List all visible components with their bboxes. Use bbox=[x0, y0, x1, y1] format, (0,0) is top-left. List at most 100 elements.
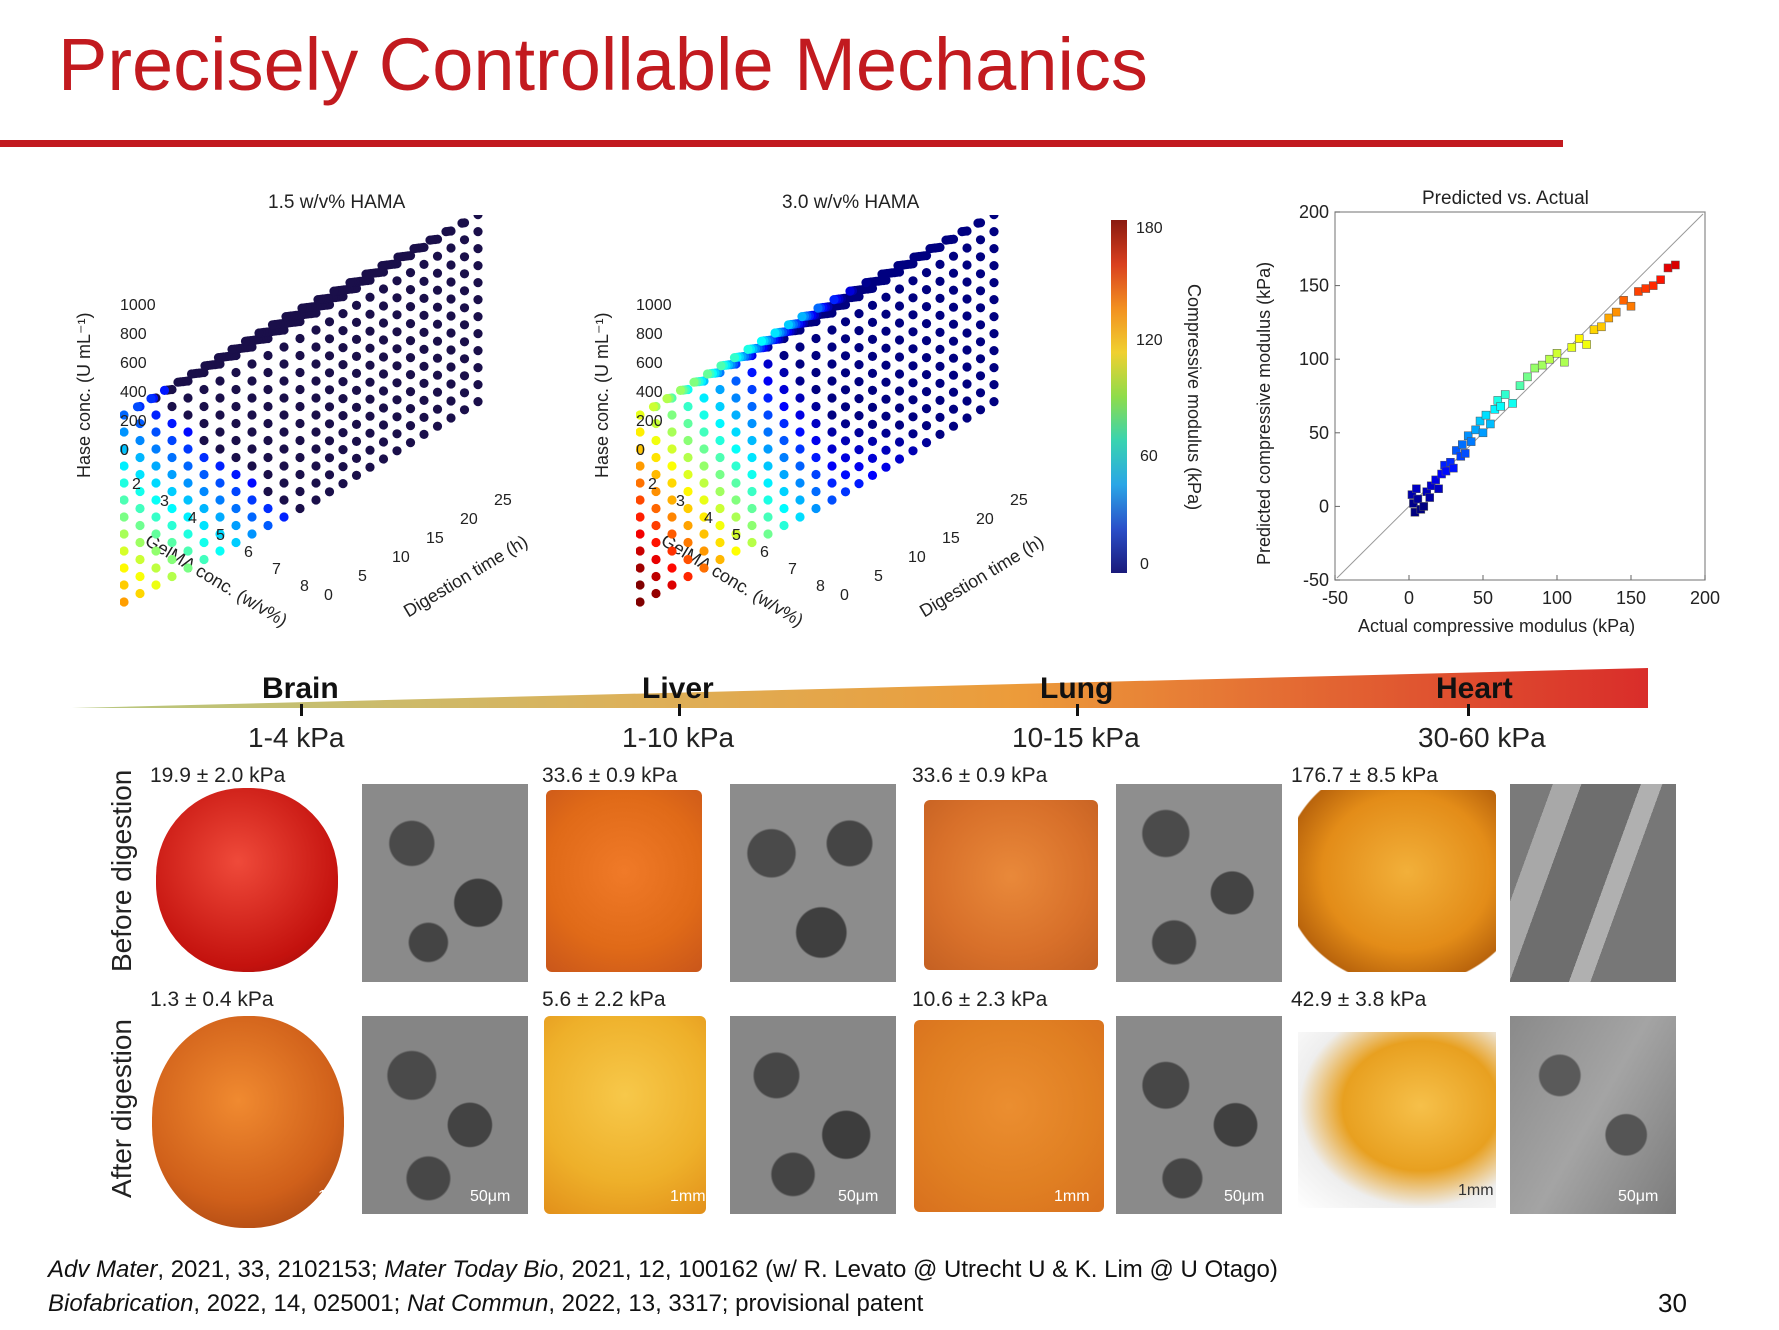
colorbar-tick: 0 bbox=[1140, 556, 1149, 573]
data-point bbox=[351, 419, 362, 429]
data-point bbox=[1523, 372, 1532, 382]
data-point bbox=[215, 410, 225, 420]
data-point bbox=[419, 259, 429, 269]
data-point bbox=[636, 529, 645, 539]
data-point bbox=[120, 461, 129, 471]
data-point bbox=[747, 367, 757, 378]
data-point bbox=[120, 427, 129, 437]
data-point bbox=[935, 412, 945, 422]
data-point bbox=[231, 452, 241, 463]
data-point bbox=[120, 444, 129, 454]
data-point bbox=[247, 444, 257, 454]
data-point bbox=[297, 303, 307, 313]
data-point bbox=[840, 487, 851, 497]
data-point bbox=[132, 402, 143, 412]
y-tick: 0 bbox=[840, 587, 849, 604]
data-point bbox=[279, 376, 289, 386]
data-point bbox=[392, 276, 402, 286]
data-point bbox=[797, 312, 807, 322]
data-point bbox=[311, 325, 321, 335]
data-point bbox=[167, 571, 177, 582]
scatter-y-label: Predicted compressive modulus (kPa) bbox=[1254, 261, 1274, 565]
measure-before-lung: 33.6 ± 0.9 kPa bbox=[912, 764, 1048, 787]
data-point bbox=[962, 362, 972, 372]
data-point bbox=[908, 361, 918, 371]
data-point bbox=[263, 469, 273, 480]
data-point bbox=[295, 350, 305, 361]
data-point bbox=[378, 437, 389, 447]
data-point bbox=[215, 461, 225, 471]
data-point bbox=[295, 418, 305, 429]
data-point bbox=[473, 397, 483, 407]
data-point bbox=[636, 495, 645, 505]
data-point bbox=[779, 486, 789, 497]
data-point bbox=[351, 300, 362, 310]
data-point bbox=[378, 284, 389, 294]
data-point bbox=[747, 537, 757, 548]
sem-before-liver bbox=[730, 784, 896, 982]
x-tick: 6 bbox=[760, 544, 769, 561]
data-point bbox=[935, 327, 945, 337]
data-point bbox=[267, 320, 278, 330]
data-point bbox=[989, 215, 999, 220]
data-point bbox=[651, 486, 661, 497]
data-point bbox=[636, 563, 645, 573]
data-point bbox=[338, 394, 348, 404]
data-point bbox=[662, 394, 672, 404]
sem-after-heart: 50μm bbox=[1510, 1016, 1676, 1214]
data-point bbox=[446, 396, 456, 406]
data-point bbox=[378, 318, 389, 328]
data-point bbox=[827, 461, 837, 471]
data-point bbox=[811, 350, 821, 361]
data-point bbox=[699, 393, 709, 403]
data-point bbox=[311, 342, 321, 352]
colorbar bbox=[1111, 220, 1127, 573]
data-point bbox=[1449, 463, 1458, 473]
data-point bbox=[795, 478, 805, 488]
data-point bbox=[881, 343, 891, 353]
data-point bbox=[881, 360, 891, 370]
data-point bbox=[811, 367, 821, 378]
data-point bbox=[894, 352, 905, 362]
data-point bbox=[120, 563, 129, 573]
data-point bbox=[378, 403, 389, 413]
data-point bbox=[446, 379, 456, 389]
data-point bbox=[651, 554, 661, 565]
measure-before-heart: 176.7 ± 8.5 kPa bbox=[1291, 764, 1438, 787]
colorbar-tick: 180 bbox=[1136, 220, 1163, 237]
data-point bbox=[651, 418, 661, 429]
data-point bbox=[247, 529, 257, 539]
sem-before-heart bbox=[1510, 784, 1676, 982]
data-point bbox=[311, 427, 321, 437]
data-point bbox=[881, 445, 891, 455]
data-point bbox=[183, 461, 193, 471]
data-point bbox=[716, 361, 726, 371]
data-point bbox=[151, 444, 161, 454]
data-point bbox=[459, 388, 470, 398]
data-point bbox=[351, 351, 362, 361]
data-point bbox=[877, 269, 887, 279]
data-point bbox=[908, 412, 918, 422]
data-point bbox=[419, 429, 429, 439]
data-point bbox=[199, 554, 209, 565]
data-point bbox=[763, 444, 773, 454]
data-point bbox=[183, 563, 193, 573]
data-point bbox=[1515, 381, 1525, 390]
data-point bbox=[392, 293, 402, 303]
data-point bbox=[338, 309, 348, 319]
data-point bbox=[167, 486, 177, 497]
data-point bbox=[1407, 490, 1417, 499]
data-point bbox=[894, 369, 905, 379]
data-point bbox=[935, 429, 945, 439]
data-point bbox=[295, 452, 305, 463]
data-point bbox=[1466, 437, 1476, 446]
data-point bbox=[135, 469, 145, 480]
data-point bbox=[921, 438, 932, 448]
data-point bbox=[747, 469, 757, 480]
data-point bbox=[921, 421, 932, 431]
data-point bbox=[783, 320, 794, 330]
data-point bbox=[921, 370, 932, 380]
data-point bbox=[894, 437, 905, 447]
data-point bbox=[1567, 343, 1577, 352]
scale-bar-photo: 1mm bbox=[318, 1188, 354, 1205]
